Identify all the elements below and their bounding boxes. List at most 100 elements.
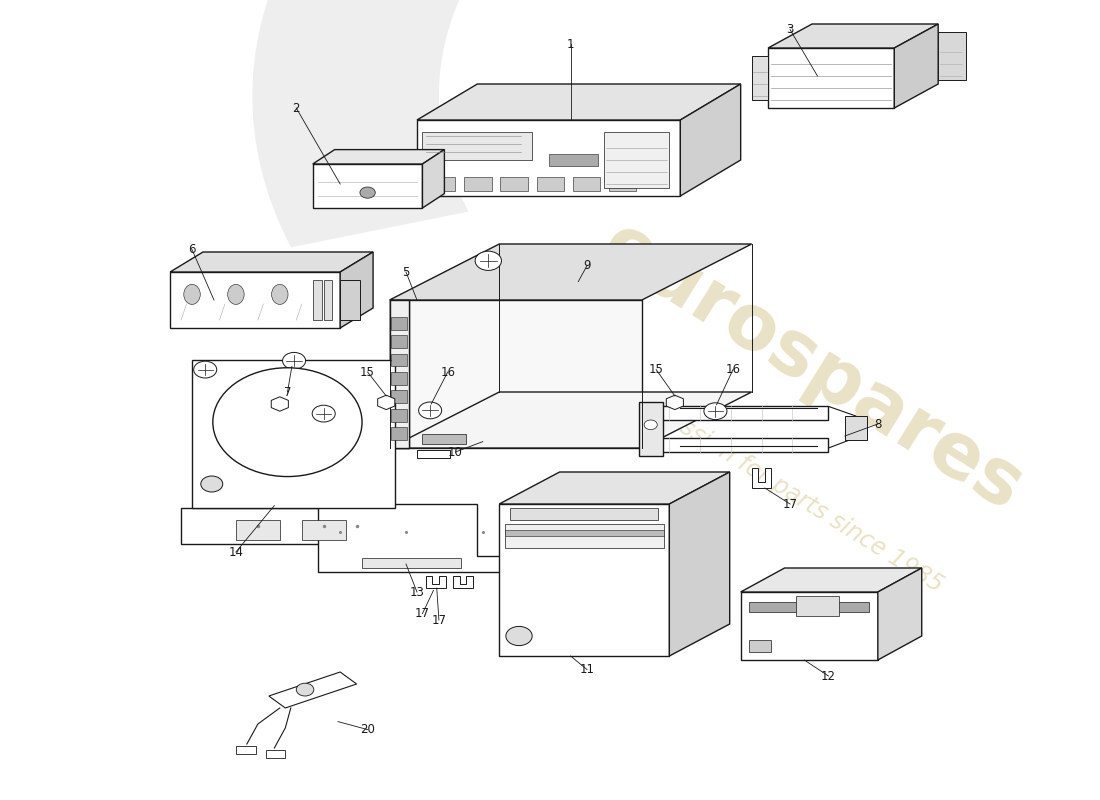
Polygon shape (312, 150, 444, 164)
Bar (604, 132, 669, 188)
Circle shape (506, 626, 532, 646)
Text: 12: 12 (821, 670, 836, 682)
Circle shape (194, 362, 217, 378)
Bar (235, 520, 279, 540)
Polygon shape (272, 397, 288, 411)
Bar (390, 317, 407, 330)
Polygon shape (170, 252, 373, 272)
Bar (265, 750, 285, 758)
Polygon shape (499, 504, 669, 656)
Bar (749, 602, 869, 612)
Polygon shape (453, 576, 473, 588)
Circle shape (475, 251, 502, 270)
Bar (390, 390, 407, 403)
Bar (192, 360, 395, 508)
Text: 5: 5 (403, 266, 409, 278)
Bar (428, 177, 455, 191)
Bar (609, 177, 637, 191)
Bar (639, 402, 663, 456)
Bar (659, 438, 828, 452)
Polygon shape (377, 395, 395, 410)
Circle shape (704, 402, 727, 419)
Polygon shape (268, 672, 356, 708)
Circle shape (212, 368, 362, 477)
Bar (659, 406, 828, 420)
Polygon shape (182, 508, 439, 544)
Bar (312, 280, 321, 320)
Bar (390, 372, 407, 385)
Bar (845, 416, 867, 440)
Circle shape (645, 420, 658, 430)
Polygon shape (669, 472, 729, 656)
Text: 17: 17 (415, 607, 430, 620)
Bar (549, 154, 598, 166)
Bar (751, 56, 768, 100)
Text: 6: 6 (188, 243, 196, 256)
Polygon shape (878, 568, 922, 660)
Text: 10: 10 (448, 446, 463, 458)
Bar (510, 508, 659, 520)
Polygon shape (740, 592, 878, 660)
Text: 11: 11 (580, 663, 595, 676)
Polygon shape (389, 392, 751, 448)
Polygon shape (894, 24, 938, 108)
Text: a passion for parts since 1985: a passion for parts since 1985 (632, 387, 948, 597)
Polygon shape (389, 300, 642, 448)
Circle shape (360, 187, 375, 198)
Polygon shape (740, 568, 922, 592)
Circle shape (283, 352, 306, 369)
Text: 14: 14 (229, 546, 243, 558)
Text: 3: 3 (786, 23, 794, 36)
Bar (390, 409, 407, 422)
Bar (389, 300, 409, 448)
Polygon shape (422, 150, 444, 208)
Circle shape (296, 683, 314, 696)
Text: 2: 2 (293, 102, 300, 114)
Bar (390, 354, 407, 366)
Bar (505, 524, 664, 548)
Bar (390, 409, 407, 422)
Bar (422, 132, 532, 160)
Polygon shape (751, 468, 771, 488)
Text: 16: 16 (726, 363, 740, 376)
Bar (340, 280, 360, 320)
Text: 17: 17 (431, 614, 447, 626)
Polygon shape (768, 24, 938, 48)
Circle shape (201, 476, 223, 492)
Bar (464, 177, 492, 191)
Bar (390, 335, 407, 348)
Bar (389, 300, 409, 448)
Bar (301, 520, 345, 540)
Bar (390, 390, 407, 403)
Bar (938, 32, 966, 80)
Bar (235, 746, 255, 754)
Text: 7: 7 (284, 386, 292, 398)
Bar (390, 427, 407, 440)
Polygon shape (417, 120, 680, 196)
Bar (390, 335, 407, 348)
Polygon shape (499, 472, 729, 504)
Circle shape (419, 402, 442, 419)
Bar (390, 317, 407, 330)
Bar (390, 427, 407, 440)
Polygon shape (768, 48, 894, 108)
Bar (500, 177, 528, 191)
Text: 15: 15 (360, 366, 375, 378)
Text: 16: 16 (440, 366, 455, 378)
Bar (537, 177, 564, 191)
Text: 17: 17 (782, 498, 797, 510)
Circle shape (312, 406, 336, 422)
Text: 13: 13 (409, 586, 425, 598)
Polygon shape (417, 84, 740, 120)
Polygon shape (667, 395, 683, 410)
Bar (749, 640, 771, 652)
Bar (417, 450, 450, 458)
Bar (390, 354, 407, 366)
Ellipse shape (228, 284, 244, 304)
Text: 9: 9 (583, 259, 591, 272)
Polygon shape (312, 164, 422, 208)
Text: 8: 8 (874, 418, 881, 430)
Bar (323, 280, 332, 320)
Text: eurospares: eurospares (587, 209, 1036, 527)
Polygon shape (362, 558, 461, 568)
